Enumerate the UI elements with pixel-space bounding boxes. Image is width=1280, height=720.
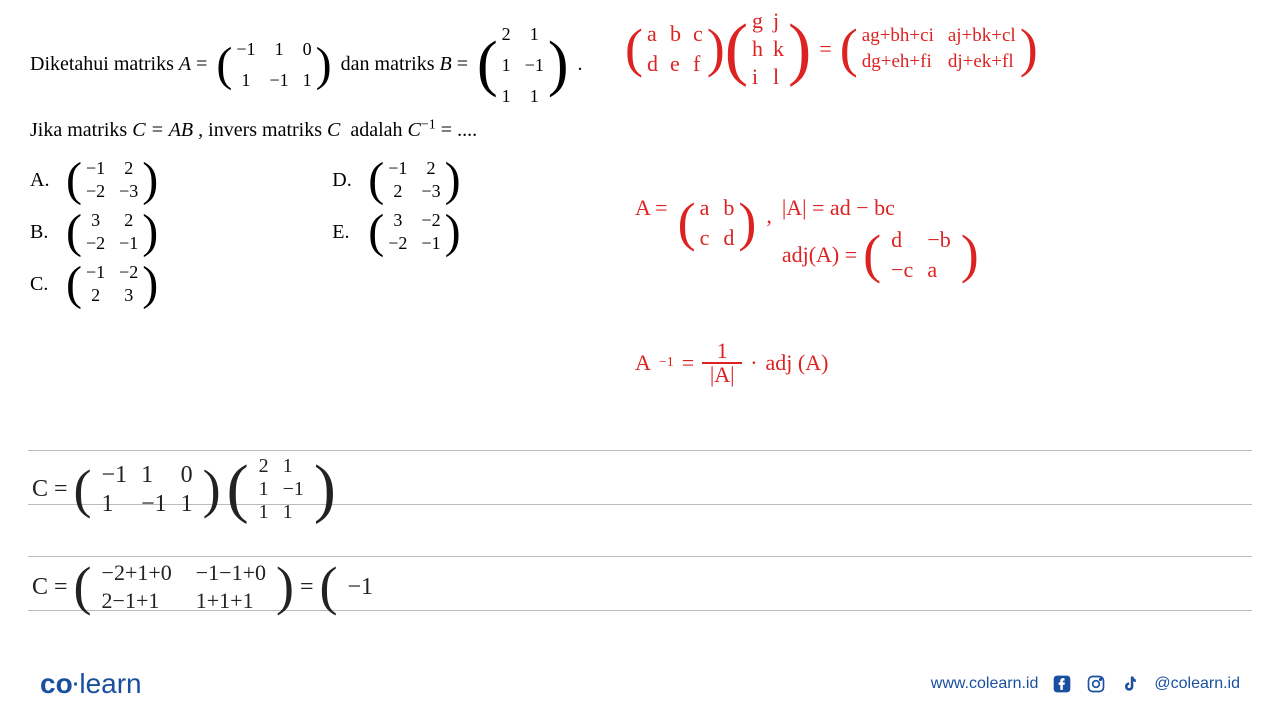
matrix-A: ( −1 1 0 1 −1 1 ) — [216, 35, 331, 95]
matrix-B: ( 2 1 1 −1 1 1 ) — [477, 20, 568, 110]
hw-inverse-rule: A−1 = 1 |A| · adj (A) — [635, 340, 828, 386]
option-C: C. ( −1−2 23 ) — [30, 262, 162, 306]
logo: co·learn — [40, 668, 142, 700]
footer: co·learn www.colearn.id @colearn.id — [40, 668, 1240, 700]
hw-product-rule: ( abc def ) ( gj hk il ) = ( ag+bh+ciaj+… — [625, 8, 1038, 90]
option-D: D. ( −12 2−3 ) — [332, 158, 464, 202]
equals: = — [196, 53, 207, 75]
option-E: E. ( 3−2 −2−1 ) — [332, 210, 464, 254]
option-A: A. ( −12 −2−3 ) — [30, 158, 162, 202]
option-B: B. ( 32 −2−1 ) — [30, 210, 162, 254]
prefix-text: Diketahui matriks — [30, 53, 174, 75]
problem-line-2: Jika matriks C = AB , invers matriks C a… — [30, 114, 1250, 146]
option-col-1: A. ( −12 −2−3 ) B. ( 32 −2−1 ) C. ( −1−2… — [30, 158, 162, 306]
equals: = — [457, 53, 468, 75]
footer-handle: @colearn.id — [1154, 675, 1240, 693]
footer-url: www.colearn.id — [931, 675, 1039, 693]
ruled-line — [28, 450, 1252, 451]
instagram-icon — [1086, 674, 1106, 694]
option-col-2: D. ( −12 2−3 ) E. ( 3−2 −2−1 ) — [332, 158, 464, 306]
tiktok-icon — [1120, 674, 1140, 694]
hw-det-rule: A = ( ab cd ) , |A| = ad − bc adj(A) = (… — [635, 195, 979, 283]
work-line-1: C = ( −110 1−11 ) ( 21 1−1 11 ) — [32, 455, 336, 524]
mid-text: dan matriks — [341, 53, 435, 75]
suffix: . — [577, 53, 582, 75]
A-label: A — [179, 53, 191, 75]
facebook-icon — [1052, 674, 1072, 694]
ruled-line — [28, 556, 1252, 557]
work-line-2: C = ( −2+1+0−1−1+0 2−1+11+1+1 ) = ( −1 — [32, 560, 377, 614]
B-label: B — [440, 53, 452, 75]
footer-right: www.colearn.id @colearn.id — [931, 674, 1240, 694]
